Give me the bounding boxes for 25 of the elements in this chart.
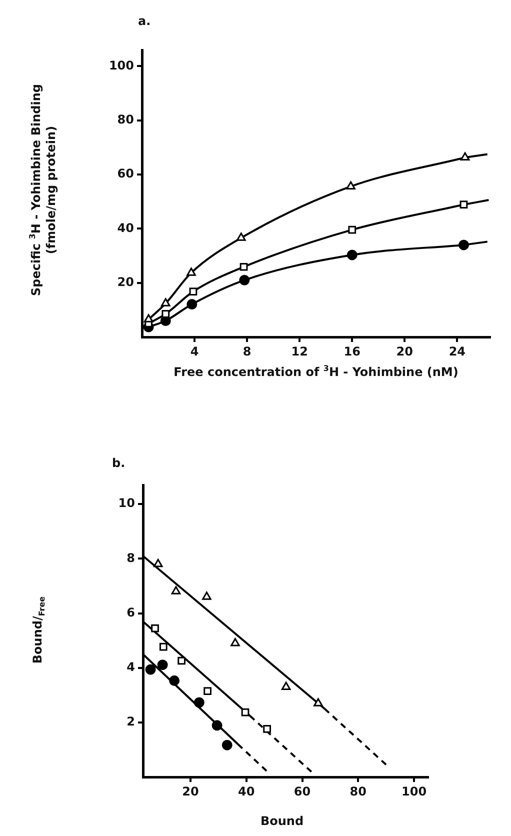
y-tick-label: 40	[117, 220, 134, 235]
x-tick-label: 80	[350, 784, 366, 798]
x-tick-label: 40	[238, 784, 255, 798]
x-tick-label: 20	[182, 784, 199, 798]
chart-title: a.	[138, 14, 151, 28]
x-tick-label: 4	[190, 344, 199, 358]
x-tick-label: 8	[242, 344, 252, 358]
x-tick-label: 16	[344, 344, 360, 358]
y-tick-label: 100	[108, 58, 134, 72]
chart-title: b.	[112, 456, 126, 470]
y-tick-label: 60	[117, 166, 134, 181]
y-tick-label: 6	[126, 605, 135, 620]
y-tick-label: 8	[126, 550, 135, 565]
x-axis-title: Bound	[260, 814, 304, 828]
y-tick-label: 2	[126, 714, 135, 729]
x-tick-label: 100	[402, 784, 427, 798]
y-tick-label: 80	[117, 112, 134, 127]
y-tick-label: 10	[118, 496, 135, 510]
x-tick-label: 12	[291, 344, 308, 358]
x-tick-label: 60	[294, 784, 311, 798]
x-axis-title: Free concentration of $^{3}$H - Yohimbine (nM)	[174, 364, 458, 379]
x-tick-label: 24	[448, 344, 466, 358]
y-tick-label: 4	[126, 660, 135, 674]
y-tick-label: 20	[117, 274, 134, 289]
x-tick-label: 20	[396, 344, 413, 358]
